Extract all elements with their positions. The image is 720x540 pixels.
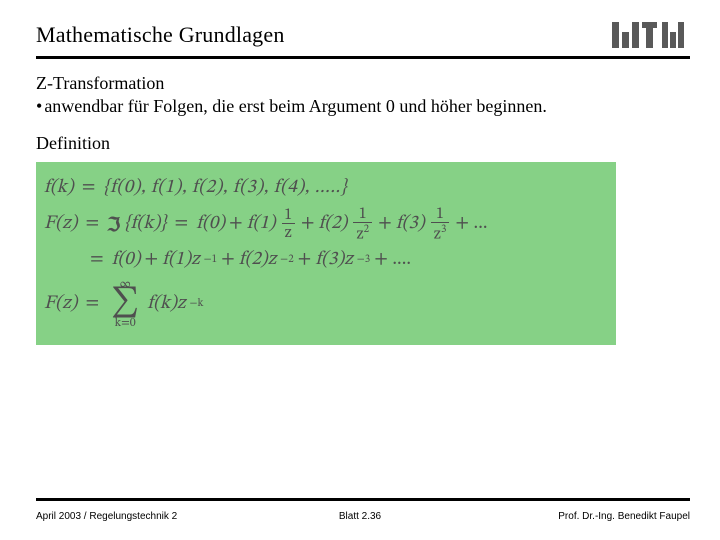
t30: f(0): [112, 248, 141, 272]
header: Mathematische Grundlagen: [0, 0, 720, 56]
math-box: f(k) = {f(0), f(1), f(2), f(3), f(4), ..…: [36, 162, 616, 345]
t3: f(3): [396, 212, 425, 236]
body: Z-Transformation • anwendbar für Folgen,…: [0, 59, 720, 498]
t31: f(1)z: [162, 248, 200, 272]
summation: ∞ ∑ k=0: [111, 278, 139, 329]
footer-left: April 2003 / Regelungstechnik 2: [36, 511, 177, 522]
footer-right: Prof. Dr.-Ing. Benedikt Faupel: [558, 511, 690, 522]
t0: f(0): [196, 212, 225, 236]
eq: =: [78, 176, 100, 200]
transform-symbol: ℑ: [107, 212, 120, 237]
subheading: Z-Transformation: [36, 73, 684, 94]
t2: f(2): [319, 212, 348, 236]
frac-3: 1 z3: [431, 206, 450, 242]
l4-lhs: F(z): [44, 292, 77, 316]
bullet-row: • anwendbar für Folgen, die erst beim Ar…: [36, 96, 684, 117]
htw-logo-icon: [612, 18, 690, 52]
bullet-dot: •: [36, 97, 42, 115]
l4-body: f(k)z: [147, 292, 185, 316]
plus: + ...: [455, 212, 487, 236]
eq: =: [86, 248, 108, 272]
l2-lhs: F(z): [44, 212, 77, 236]
eq: =: [81, 212, 103, 236]
l2-mid: {f(k)}: [124, 212, 166, 236]
math-line-1: f(k) = {f(0), f(1), f(2), f(3), f(4), ..…: [44, 176, 608, 200]
eq: =: [171, 212, 193, 236]
footer: April 2003 / Regelungstechnik 2 Blatt 2.…: [0, 501, 720, 540]
logo-htw: [612, 18, 690, 52]
definition-label: Definition: [36, 133, 684, 154]
plus: +: [378, 212, 392, 236]
t32: f(2)z: [239, 248, 277, 272]
plus: +: [298, 248, 312, 272]
math-line-3: = f(0) + f(1)z−1 + f(2)z−2 + f(3)z−3 + .…: [44, 248, 608, 272]
l1-rhs: {f(0), f(1), f(2), f(3), f(4), .....}: [103, 176, 347, 200]
slide-title: Mathematische Grundlagen: [36, 22, 285, 48]
plus: +: [145, 248, 159, 272]
plus: +: [301, 212, 315, 236]
frac-1: 1 z: [282, 207, 295, 241]
t1: f(1): [247, 212, 276, 236]
math-line-4: F(z) = ∞ ∑ k=0 f(k)z−k: [44, 278, 608, 329]
frac-2: 1 z2: [353, 206, 372, 242]
plus: + ....: [374, 248, 411, 272]
t33: f(3)z: [315, 248, 353, 272]
plus: +: [229, 212, 243, 236]
eq: =: [81, 292, 103, 316]
plus: +: [221, 248, 235, 272]
footer-center: Blatt 2.36: [339, 511, 381, 522]
bullet-text: anwendbar für Folgen, die erst beim Argu…: [44, 96, 547, 117]
l1-lhs: f(k): [44, 176, 74, 200]
sigma-icon: ∑: [111, 290, 139, 317]
math-line-2: F(z) = ℑ{f(k)} = f(0) + f(1) 1 z + f(2) …: [44, 206, 608, 242]
slide: Mathematische Grundlagen Z-Transformatio…: [0, 0, 720, 540]
